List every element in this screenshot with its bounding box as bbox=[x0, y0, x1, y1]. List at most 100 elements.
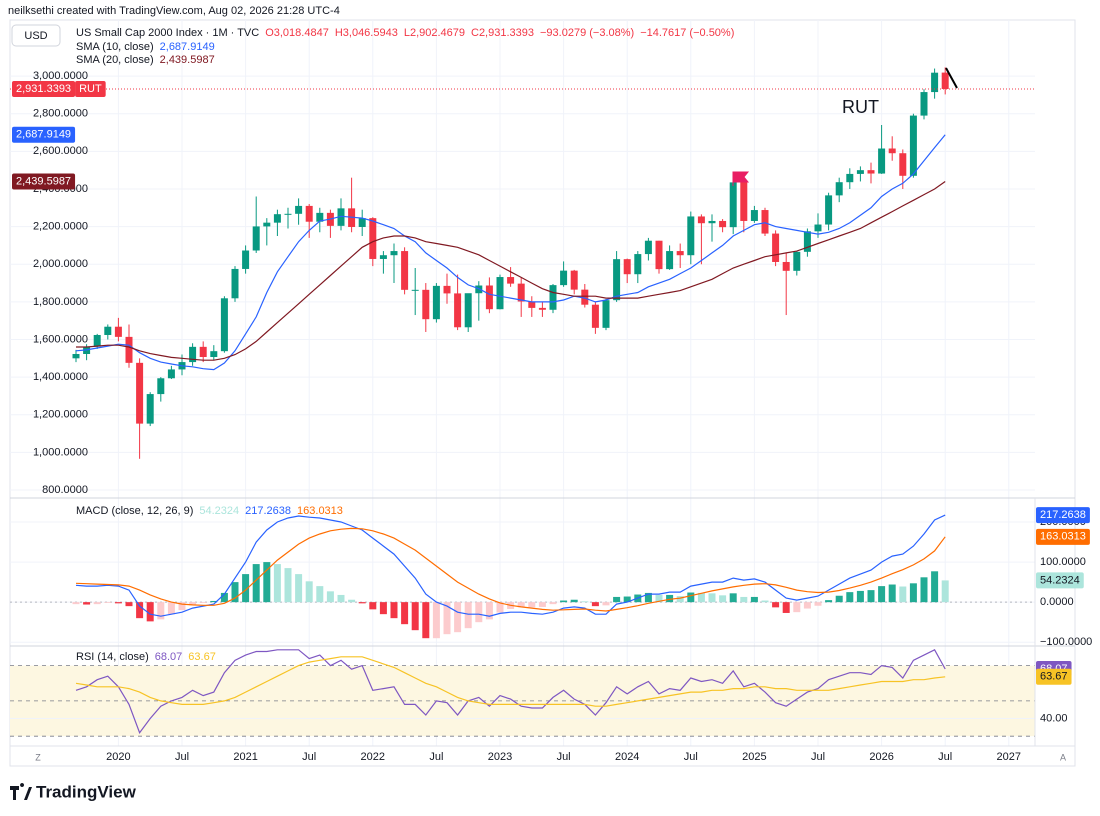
legend-ohlc: H3,046.5943 bbox=[335, 27, 398, 39]
histogram-badge: 54.2324 bbox=[1040, 574, 1080, 586]
candle-body bbox=[358, 218, 366, 227]
histogram-bar bbox=[454, 602, 462, 633]
candle-body bbox=[136, 362, 144, 424]
y-tick-label: 2,600.0000 bbox=[33, 145, 88, 157]
x-tick-label: 2027 bbox=[997, 751, 1021, 763]
scale-button[interactable]: Z bbox=[35, 752, 41, 762]
histogram-bar bbox=[687, 592, 695, 603]
scale-button[interactable]: A bbox=[1060, 752, 1066, 762]
candle-body bbox=[189, 346, 197, 363]
x-tick-label: 2025 bbox=[742, 751, 766, 763]
rsi-line bbox=[75, 656, 946, 707]
histogram-bar bbox=[475, 602, 483, 623]
x-tick-label: 2020 bbox=[106, 751, 130, 763]
rsi-line bbox=[75, 649, 946, 734]
marks-layer bbox=[10, 67, 1035, 734]
y-tick-label: 0.0000 bbox=[1040, 596, 1074, 608]
histogram-bar bbox=[146, 602, 154, 622]
candle-body bbox=[719, 220, 727, 228]
labels-layer: 2020 Jul 2021 Jul 2022 Jul 2023 Jul 2024 Jul 2025 J… bbox=[12, 27, 1092, 763]
histogram-bar bbox=[295, 574, 303, 603]
candle-body bbox=[528, 301, 536, 308]
histogram-bar bbox=[697, 592, 705, 603]
x-tick-label: 2024 bbox=[615, 751, 639, 763]
y-tick-label: 1,200.0000 bbox=[33, 409, 88, 421]
currency-label[interactable]: USD bbox=[24, 30, 47, 42]
candle-body bbox=[740, 182, 748, 221]
histogram-bar bbox=[316, 586, 324, 603]
candle-body bbox=[549, 285, 557, 310]
frame bbox=[9, 19, 1076, 767]
histogram-bar bbox=[750, 596, 758, 603]
candle-body bbox=[231, 268, 239, 299]
histogram-bar bbox=[581, 601, 589, 603]
legend-symbol: US Small Cap 2000 Index · 1M · TVC bbox=[76, 27, 259, 39]
macd-badge-bg bbox=[1036, 528, 1090, 545]
histogram-bar bbox=[72, 602, 80, 605]
histogram-bar bbox=[825, 600, 833, 603]
candle-body bbox=[782, 261, 790, 271]
candle-body bbox=[793, 251, 801, 271]
histogram-bar bbox=[867, 590, 875, 603]
legend-value: 2,687.9149 bbox=[160, 41, 215, 53]
histogram-bar bbox=[602, 602, 610, 606]
histogram-bar bbox=[560, 600, 568, 603]
sma-badge: 2,687.9149 bbox=[16, 129, 71, 141]
y-tick-label: 100.0000 bbox=[1040, 556, 1086, 568]
candle-body bbox=[517, 283, 525, 302]
candle-body bbox=[104, 326, 112, 335]
candle-body bbox=[401, 251, 409, 290]
candle-body bbox=[602, 300, 610, 328]
y-tick-label: 2,000.0000 bbox=[33, 258, 88, 270]
x-tick-label: 2026 bbox=[869, 751, 893, 763]
rsi-badge-bg bbox=[1036, 668, 1072, 685]
histogram-bar bbox=[464, 602, 472, 629]
histogram-bar bbox=[761, 600, 769, 603]
histogram-bar bbox=[782, 602, 790, 613]
histogram-bar bbox=[909, 583, 917, 603]
candle-body bbox=[485, 285, 493, 310]
candle-body bbox=[167, 369, 175, 379]
currency-button[interactable] bbox=[11, 24, 61, 47]
histogram-bar bbox=[326, 591, 334, 603]
sma-badge-bg bbox=[12, 173, 76, 190]
legend-value: 68.07 bbox=[155, 651, 183, 663]
x-tick-label: 2022 bbox=[361, 751, 385, 763]
candle-body bbox=[295, 205, 303, 214]
legend-value: 163.0313 bbox=[297, 505, 343, 517]
legend-series: SMA (20, close) bbox=[76, 54, 154, 66]
histogram-bar bbox=[920, 577, 928, 603]
x-tick-label: Jul bbox=[811, 751, 825, 763]
candle-body bbox=[697, 216, 705, 224]
header: neilksethi created with TradingView.com,… bbox=[8, 5, 340, 17]
legend-value: 2,439.5987 bbox=[160, 54, 215, 66]
legend-ohlc: C2,931.3393 bbox=[471, 27, 534, 39]
candle-body bbox=[591, 304, 599, 328]
x-tick-label: Jul bbox=[557, 751, 571, 763]
candle-body bbox=[655, 240, 663, 270]
histogram-bar bbox=[284, 568, 292, 603]
sma-line bbox=[76, 181, 946, 361]
legend-value: 217.2638 bbox=[245, 505, 291, 517]
sma-badge-bg bbox=[12, 126, 76, 143]
candle-body bbox=[146, 394, 154, 424]
rsi-badge: 63.67 bbox=[1040, 671, 1068, 683]
legend-ohlc: L2,902.4679 bbox=[404, 27, 465, 39]
histogram-bar bbox=[231, 582, 239, 603]
candle-body bbox=[316, 212, 324, 222]
candle-body bbox=[242, 250, 250, 269]
histogram-bar bbox=[793, 602, 801, 613]
histogram-bar bbox=[485, 602, 493, 620]
histogram-bar bbox=[136, 602, 144, 619]
candle-body bbox=[390, 251, 398, 256]
candle-body bbox=[666, 251, 674, 270]
candle-body bbox=[454, 293, 462, 328]
histogram-bar bbox=[623, 596, 631, 603]
y-tick-label: 1,600.0000 bbox=[33, 333, 88, 345]
histogram-bar bbox=[114, 602, 122, 604]
candle-body bbox=[856, 170, 864, 174]
candle-body bbox=[687, 216, 695, 256]
x-tick-label: 2021 bbox=[233, 751, 257, 763]
